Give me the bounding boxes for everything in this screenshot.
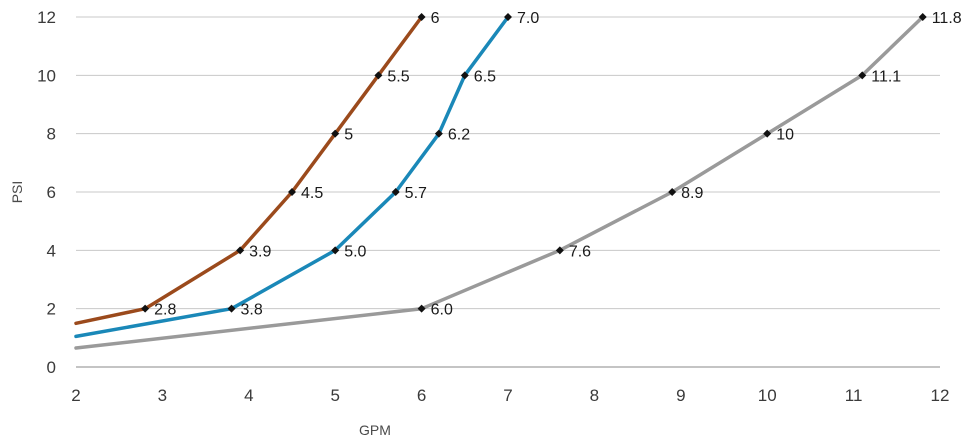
x-axis-ticks: 2 3 4 5 6 7 8 9 10 11 12: [71, 386, 949, 405]
data-label: 7.6: [569, 243, 591, 260]
data-label: 5.0: [344, 243, 366, 260]
x-tick-label: 3: [158, 386, 167, 405]
data-label: 6.2: [448, 127, 470, 144]
data-point-marker: [331, 246, 340, 255]
data-label: 5.5: [387, 68, 409, 85]
x-tick-label: 4: [244, 386, 253, 405]
x-tick-label: 6: [417, 386, 426, 405]
x-tick-label: 9: [676, 386, 685, 405]
data-point-marker: [391, 188, 400, 196]
series-line-1: [74, 15, 424, 326]
data-point-marker: [668, 188, 677, 196]
data-point-marker: [434, 129, 443, 138]
grid-lines: [76, 16, 940, 368]
data-label: 2.8: [154, 302, 176, 319]
data-point-marker: [858, 71, 867, 80]
data-label: 11.8: [932, 10, 962, 27]
x-tick-label: 7: [503, 386, 512, 405]
data-point-marker: [504, 13, 512, 21]
y-axis-title: PSI: [9, 181, 25, 204]
data-label: 6.5: [474, 68, 496, 85]
data-label: 7.0: [517, 10, 539, 27]
data-label: 10: [776, 127, 794, 144]
data-label: 3.9: [249, 243, 271, 260]
data-point-marker: [417, 13, 426, 21]
y-tick-label: 6: [47, 183, 56, 202]
data-point-marker: [417, 304, 426, 313]
x-axis-title: GPM: [359, 422, 391, 438]
y-tick-label: 8: [47, 125, 56, 144]
data-point-marker: [227, 304, 236, 313]
y-axis-ticks: 0 2 4 6 8 10 12: [37, 8, 56, 377]
y-tick-label: 4: [47, 241, 56, 260]
x-tick-label: 11: [845, 386, 863, 405]
x-tick-label: 10: [758, 386, 777, 405]
data-point-marker: [331, 129, 340, 138]
x-tick-label: 12: [931, 386, 950, 405]
data-point-marker: [918, 13, 927, 21]
data-label: 8.9: [681, 185, 703, 202]
data-point-marker: [236, 246, 245, 255]
y-tick-label: 12: [37, 8, 56, 27]
data-label: 3.8: [241, 302, 263, 319]
data-markers: [141, 13, 927, 313]
data-labels: 2.8 3.9 4.5 5 5.5 6 3.8 5.0 5.7 6.2 6.5 7.0 6.0 7.6 8.…: [154, 10, 962, 319]
x-tick-label: 5: [330, 386, 339, 405]
data-point-marker: [141, 304, 150, 313]
data-point-marker: [288, 188, 296, 196]
series-line-2: [74, 15, 510, 339]
series-lines: [74, 15, 925, 350]
data-label: 5: [344, 127, 353, 144]
data-label: 5.7: [405, 185, 427, 202]
data-point-marker: [555, 246, 564, 255]
data-label: 6.0: [431, 302, 453, 319]
data-point-marker: [460, 71, 469, 80]
data-point-marker: [374, 71, 383, 80]
y-tick-label: 2: [47, 300, 56, 319]
data-label: 4.5: [301, 185, 323, 202]
x-tick-label: 8: [590, 386, 599, 405]
data-point-marker: [763, 129, 772, 138]
series-line-3: [74, 15, 925, 350]
data-label: 6: [431, 10, 440, 27]
x-tick-label: 2: [71, 386, 80, 405]
y-tick-label: 0: [47, 358, 56, 377]
y-tick-label: 10: [37, 66, 56, 85]
data-label: 11.1: [871, 68, 901, 85]
